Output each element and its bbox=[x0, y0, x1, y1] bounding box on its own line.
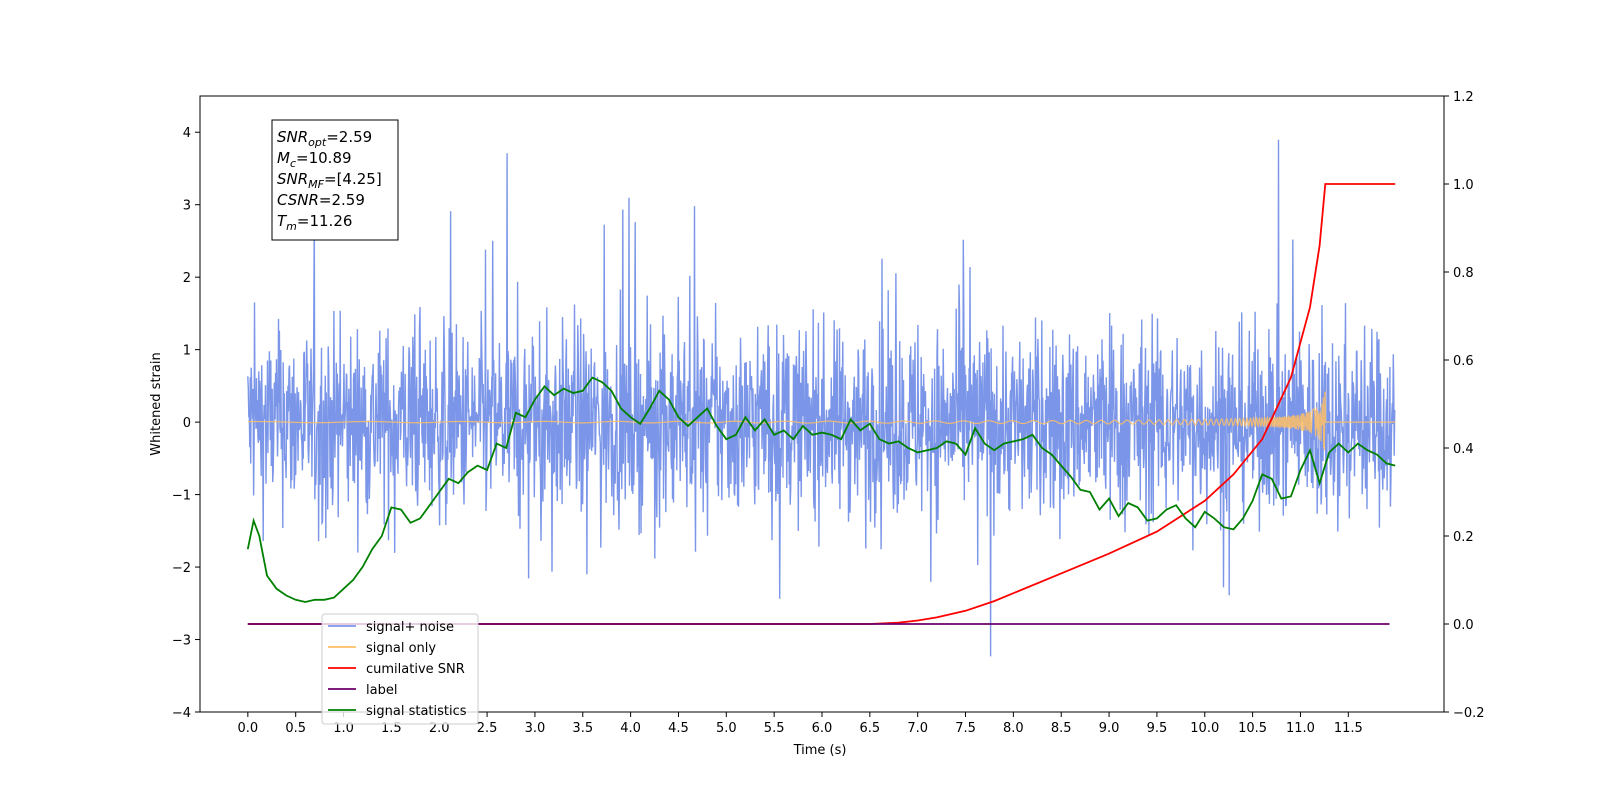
x-axis-label: Time (s) bbox=[793, 743, 847, 758]
y2-tick-label: 0.8 bbox=[1453, 266, 1474, 281]
x-tick-label: 10.0 bbox=[1190, 721, 1219, 736]
y2-tick-label: 0.2 bbox=[1453, 530, 1474, 545]
series-line-cumilative-snr bbox=[247, 183, 1396, 625]
x-tick-label: 3.5 bbox=[572, 721, 593, 736]
x-tick-label: 5.5 bbox=[764, 721, 785, 736]
info-box-line: SNRopt=2.59 bbox=[277, 128, 372, 149]
y-tick-label: 0 bbox=[183, 416, 191, 431]
y2-tick-label: 0.6 bbox=[1453, 354, 1474, 369]
legend-frame bbox=[321, 613, 479, 725]
x-tick-label: 9.0 bbox=[1099, 721, 1120, 736]
info-box-line: SNRMF=[4.25] bbox=[277, 170, 382, 191]
legend-label: signal statistics bbox=[366, 704, 467, 719]
y2-tick-label: −0.2 bbox=[1453, 706, 1485, 721]
x-tick-label: 10.5 bbox=[1238, 721, 1267, 736]
x-tick-label: 9.5 bbox=[1147, 721, 1168, 736]
info-box-frame bbox=[271, 119, 399, 241]
y-axis-label: Whitened strain bbox=[149, 352, 164, 455]
legend: signal+ noise signal only cumilative SNR la… bbox=[321, 613, 479, 725]
y-tick-label: 1 bbox=[183, 344, 191, 359]
x-tick-label: 7.0 bbox=[907, 721, 928, 736]
series-line-signal-statistics bbox=[246, 376, 1396, 603]
y2-tick-label: 0.4 bbox=[1453, 442, 1474, 457]
x-tick-label: 1.0 bbox=[333, 721, 354, 736]
y-tick-label: 4 bbox=[183, 126, 191, 141]
x-tick-label: 1.5 bbox=[381, 721, 402, 736]
x-tick-label: 8.0 bbox=[1003, 721, 1024, 736]
y2-tick-label: 0.0 bbox=[1453, 618, 1474, 633]
x-tick-label: 5.0 bbox=[716, 721, 737, 736]
x-tick-label: 2.0 bbox=[429, 721, 450, 736]
x-tick-label: 8.5 bbox=[1051, 721, 1072, 736]
series-line-signal-noise bbox=[247, 139, 1396, 657]
x-tick-label: 11.0 bbox=[1286, 721, 1315, 736]
x-tick-label: 4.5 bbox=[668, 721, 689, 736]
x-tick-label: 0.0 bbox=[238, 721, 259, 736]
legend-label: cumilative SNR bbox=[366, 662, 465, 677]
legend-label: label bbox=[366, 683, 397, 698]
y-tick-label: −4 bbox=[172, 706, 191, 721]
x-tick-label: 6.5 bbox=[860, 721, 881, 736]
info-box-line: Tm=11.26 bbox=[277, 212, 352, 233]
x-tick-label: 3.0 bbox=[525, 721, 546, 736]
y2-tick-label: 1.0 bbox=[1453, 178, 1474, 193]
info-box: SNRopt=2.59Mc=10.89SNRMF=[4.25]CSNR=2.59… bbox=[271, 119, 399, 241]
x-tick-label: 0.5 bbox=[285, 721, 306, 736]
x-tick-label: 6.0 bbox=[812, 721, 833, 736]
series-line-signal-only bbox=[247, 391, 1396, 451]
y-tick-label: 2 bbox=[183, 271, 191, 286]
y-tick-label: 3 bbox=[183, 199, 191, 214]
axis-layer: 0.0 0.5 1.0 1.5 2.0 2.5 3.0 3.5 4.0 4.5 5.0 5.5 6.0 6… bbox=[172, 90, 1485, 736]
y-tick-label: −3 bbox=[172, 634, 191, 649]
info-box-line: Mc=10.89 bbox=[277, 149, 352, 170]
legend-label: signal+ noise bbox=[366, 620, 454, 635]
y-tick-label: −2 bbox=[172, 561, 191, 576]
legend-label: signal only bbox=[366, 641, 436, 656]
y2-tick-label: 1.2 bbox=[1453, 90, 1474, 105]
x-tick-label: 4.0 bbox=[620, 721, 641, 736]
x-tick-label: 2.5 bbox=[477, 721, 498, 736]
y-tick-label: −1 bbox=[172, 489, 191, 504]
x-tick-label: 11.5 bbox=[1334, 721, 1363, 736]
x-tick-label: 7.5 bbox=[955, 721, 976, 736]
info-box-line: CSNR=2.59 bbox=[277, 191, 365, 209]
